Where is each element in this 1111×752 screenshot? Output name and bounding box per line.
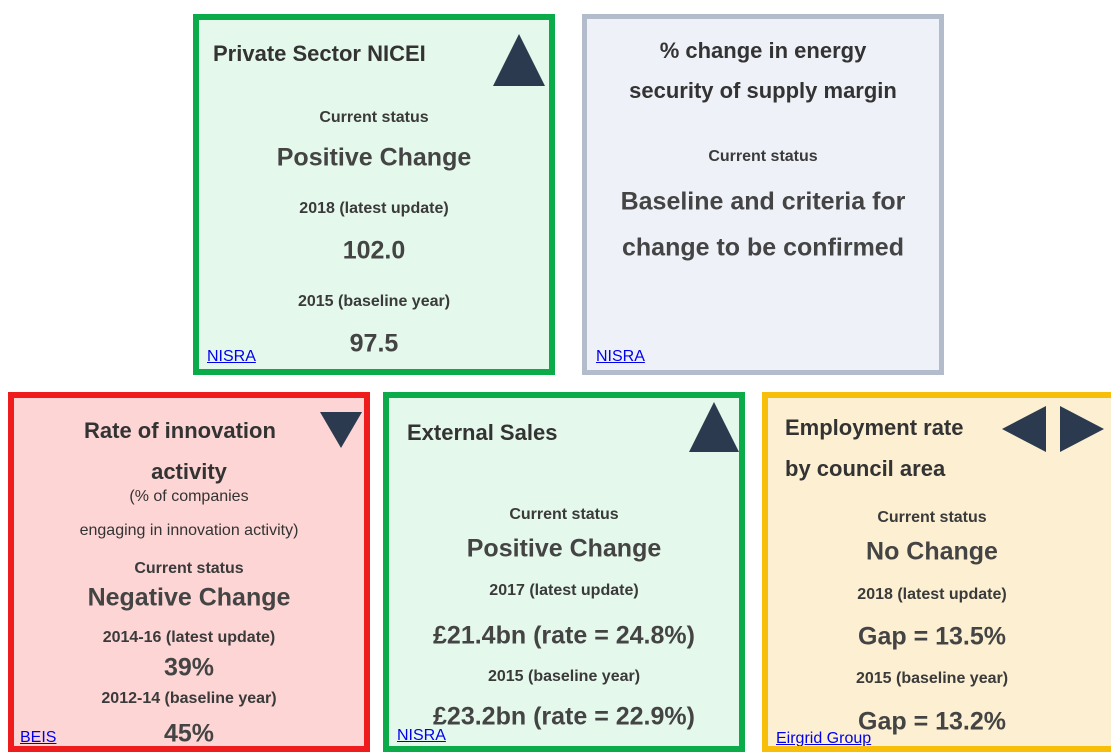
source-link[interactable]: NISRA — [596, 348, 645, 365]
baseline-label: 2015 (baseline year) — [297, 293, 451, 310]
baseline-label: 2015 (baseline year) — [487, 668, 641, 685]
status: Baseline and criteria for — [620, 187, 906, 216]
indicator-card: Private Sector NICEI Current status Posi… — [193, 14, 555, 375]
baseline-value: Gap = 13.2% — [858, 707, 1006, 736]
card-title: % change in energy — [659, 38, 867, 63]
status: Positive Change — [276, 143, 472, 172]
baseline-value: 45% — [163, 719, 215, 748]
card-title: Private Sector NICEI — [213, 41, 426, 66]
card-title: security of supply margin — [629, 78, 897, 103]
baseline-value: 97.5 — [349, 329, 399, 358]
status-label: Current status — [708, 148, 818, 165]
status: No Change — [866, 537, 998, 566]
latest-value: Gap = 13.5% — [858, 622, 1006, 651]
card-title: Employment rate — [785, 415, 964, 440]
baseline-label: 2015 (baseline year) — [855, 670, 1009, 687]
indicator-card: Rate of innovation activity (% of compan… — [8, 392, 370, 752]
status-label: Current status — [877, 509, 987, 526]
status: Positive Change — [466, 534, 662, 563]
source-link[interactable]: Eirgrid Group — [776, 730, 872, 747]
subtitle: (% of companies — [129, 488, 249, 505]
latest-label: 2018 (latest update) — [857, 586, 1007, 603]
status-label: Current status — [509, 506, 619, 523]
subtitle: engaging in innovation activity) — [79, 522, 299, 539]
status: Negative Change — [87, 583, 291, 612]
latest-label: 2014-16 (latest update) — [102, 629, 276, 646]
card-title: External Sales — [407, 420, 558, 445]
latest-value: 102.0 — [342, 236, 406, 265]
latest-value: £21.4bn (rate = 24.8%) — [433, 621, 695, 650]
card-title: Rate of innovation — [84, 418, 276, 443]
up-arrow — [493, 34, 545, 86]
indicator-card: External Sales Current status Positive C… — [383, 392, 745, 752]
indicator-card: % change in energy security of supply ma… — [582, 14, 944, 375]
source-link[interactable]: NISRA — [397, 727, 446, 744]
baseline-value: £23.2bn (rate = 22.9%) — [433, 702, 695, 731]
source-link[interactable]: BEIS — [20, 729, 57, 746]
status: change to be confirmed — [622, 233, 904, 262]
up-arrow — [689, 402, 739, 452]
down-arrow — [320, 412, 362, 448]
latest-label: 2018 (latest update) — [299, 200, 449, 217]
source-link[interactable]: NISRA — [207, 348, 256, 365]
card-title: activity — [151, 459, 227, 484]
status-label: Current status — [319, 109, 429, 126]
baseline-label: 2012-14 (baseline year) — [101, 690, 277, 707]
card-title: by council area — [785, 456, 946, 481]
left-right-arrow — [1002, 406, 1104, 452]
latest-value: 39% — [163, 653, 215, 682]
indicator-card: Employment rate by council area Current … — [762, 392, 1111, 752]
status-label: Current status — [134, 560, 244, 577]
latest-label: 2017 (latest update) — [489, 582, 639, 599]
